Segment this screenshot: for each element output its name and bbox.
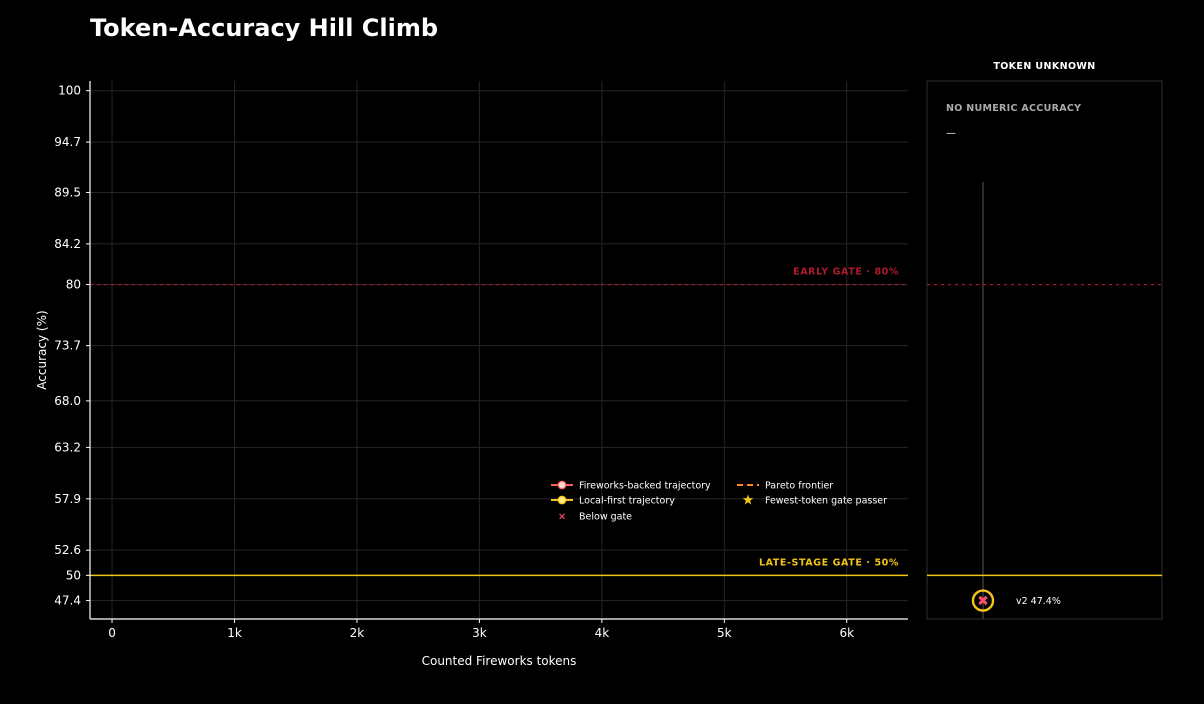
side-point-label: v2 47.4% — [1016, 596, 1061, 607]
legend-x-marker: × — [558, 512, 566, 523]
legend-entry: × Below gate — [558, 512, 632, 523]
x-tick-labels: 0 1k 2k 3k 4k 5k 6k — [108, 626, 854, 640]
legend-label: Pareto frontier — [765, 481, 833, 492]
y-tick-label: 73.7 — [54, 339, 81, 353]
gate-label: LATE-STAGE GATE · 50% — [759, 557, 899, 568]
legend-entry: Pareto frontier — [737, 481, 833, 492]
legend-entry: Fewest-token gate passer — [742, 494, 887, 507]
y-tick-label: 89.5 — [54, 185, 81, 199]
y-tick-label: 57.9 — [54, 492, 81, 506]
legend-marker — [557, 480, 567, 490]
side-panel-subtitle: NO NUMERIC ACCURACY — [946, 103, 1081, 114]
y-axis-label: Accuracy (%) — [35, 310, 49, 389]
y-tick-label: 94.7 — [54, 135, 81, 149]
side-panel-title: TOKEN UNKNOWN — [993, 61, 1095, 72]
legend-marker — [557, 495, 567, 505]
x-tick-label: 0 — [108, 626, 116, 640]
y-tick-label: 68.0 — [54, 394, 81, 408]
side-point-ring — [971, 589, 995, 612]
grid-lines — [90, 81, 908, 619]
legend-entry: Fireworks-backed trajectory — [551, 481, 711, 492]
x-tick-label: 2k — [350, 626, 365, 640]
x-tick-label: 4k — [595, 626, 610, 640]
y-tick-label: 63.2 — [54, 440, 81, 454]
y-tick-label: 47.4 — [54, 594, 81, 608]
y-tick-label: 80 — [66, 278, 81, 292]
chart-title: Token-Accuracy Hill Climb — [90, 14, 439, 42]
legend-label: Fewest-token gate passer — [765, 496, 887, 507]
y-tick-label: 84.2 — [54, 237, 81, 251]
x-tick-label: 5k — [717, 626, 732, 640]
y-tick-label: 52.6 — [54, 543, 81, 557]
gate-lines: EARLY GATE · 80% LATE-STAGE GATE · 50% — [90, 267, 908, 577]
axes — [86, 81, 908, 623]
x-tick-label: 6k — [839, 626, 854, 640]
x-tick-label: 3k — [472, 626, 487, 640]
x-axis-label: Counted Fireworks tokens — [422, 654, 577, 668]
legend-entry: Local-first trajectory — [551, 496, 675, 507]
legend-star-icon — [742, 494, 754, 505]
legend: Fireworks-backed trajectory Local-first t… — [551, 481, 887, 523]
y-tick-labels: 47.4 50 52.6 57.9 63.2 68.0 73.7 80 84.2 89.5 94.7… — [54, 84, 81, 608]
x-tick-label: 1k — [227, 626, 242, 640]
y-tick-label: 100 — [58, 84, 81, 98]
side-panel: TOKEN UNKNOWN NO NUMERIC ACCURACY — ✖ v2 47.… — [926, 61, 1163, 620]
side-panel-dash: — — [946, 128, 956, 139]
legend-label: Fireworks-backed trajectory — [579, 481, 711, 492]
side-point-x-marker: ✖ — [977, 594, 989, 610]
y-tick-label: 50 — [66, 568, 81, 582]
legend-label: Below gate — [579, 512, 632, 523]
gate-label: EARLY GATE · 80% — [793, 267, 899, 278]
legend-label: Local-first trajectory — [579, 496, 675, 507]
side-panel-frame — [926, 80, 1163, 620]
